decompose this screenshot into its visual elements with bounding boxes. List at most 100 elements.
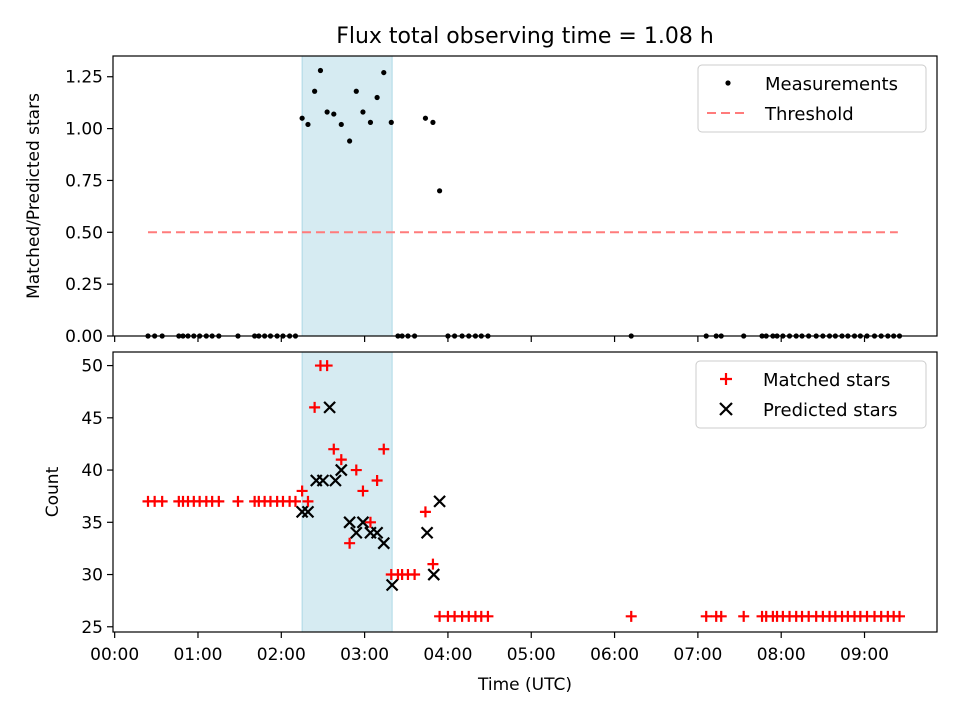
top-legend: Measurements Threshold	[697, 64, 927, 133]
predicted-star-point-6	[335, 463, 348, 477]
predicted-star-point-9	[356, 516, 370, 529]
measurement-point-40	[437, 188, 443, 194]
x-tick-label-5: 05:00	[507, 645, 556, 665]
matched-star-point-29	[357, 485, 369, 497]
predicted-star-point-5	[329, 474, 342, 487]
predicted-star-point-16	[433, 495, 446, 508]
bottom-shaded-span	[301, 351, 393, 633]
matched-star-point-11	[232, 495, 244, 507]
bottom-y-ticks: 25 30 35 40 45 50	[81, 357, 113, 638]
top-legend-box	[697, 64, 927, 133]
top-y-tick-label-3: 0.75	[65, 171, 103, 191]
top-y-tick-label-0: 0.00	[65, 327, 103, 347]
matched-star-point-25	[328, 443, 340, 455]
top-y-label: Matched/Predicted stars	[24, 93, 44, 299]
top-y-tick-label-5: 1.25	[65, 68, 103, 88]
measurement-point-39	[430, 119, 436, 125]
x-tick-label-7: 07:00	[673, 645, 722, 665]
matched-star-point-75	[894, 610, 906, 622]
matched-star-point-51	[715, 610, 727, 622]
measurement-point-27	[347, 138, 353, 144]
x-axis-label: Time (UTC)	[477, 675, 572, 695]
predicted-star-point-13	[385, 578, 399, 592]
matched-star-point-38	[419, 506, 431, 518]
x-tick-label-6: 06:00	[590, 645, 639, 665]
bottom-axes-frame	[112, 351, 938, 633]
top-y-ticks: 0.00 0.25 0.50 0.75 1.00 1.25	[65, 68, 113, 347]
matched-star-point-52	[738, 610, 750, 622]
top-y-tick-label-2: 0.50	[65, 223, 103, 243]
measurement-point-33	[388, 119, 394, 125]
bottom-y-tick-label-0: 25	[81, 618, 103, 638]
bottom-y-label: Count	[43, 466, 63, 517]
predicted-star-point-4	[323, 401, 336, 414]
bottom-x-ticks: 00:00 01:00 02:00 03:00 04:00 05:00 06:00 07:00…	[90, 632, 889, 665]
matched-star-point-19	[289, 495, 301, 507]
matched-star-point-39	[427, 558, 439, 570]
matched-star-point-22	[309, 401, 321, 413]
matched-star-point-30	[364, 516, 376, 528]
matched-star-point-48	[625, 610, 637, 622]
measurement-point-22	[312, 88, 318, 94]
measurement-point-28	[353, 88, 359, 94]
matched-star-point-10	[213, 495, 225, 507]
bottom-y-tick-label-1: 30	[81, 566, 103, 586]
matched-star-point-32	[378, 443, 390, 455]
legend-predicted-marker	[719, 402, 733, 416]
measurement-point-38	[422, 115, 429, 121]
measurement-point-21	[305, 121, 311, 128]
top-y-tick-label-4: 1.00	[65, 120, 103, 140]
top-shaded-span	[301, 55, 393, 337]
bottom-y-tick-label-2: 35	[81, 513, 103, 533]
measurement-point-29	[360, 109, 366, 115]
measurement-point-20	[299, 115, 305, 121]
matched-star-point-20	[296, 485, 308, 497]
x-tick-label-0: 00:00	[90, 645, 139, 665]
predicted-star-point-3	[316, 474, 330, 487]
predicted-star-point-8	[350, 526, 363, 540]
matched-star-point-2	[156, 495, 168, 507]
measurement-point-32	[381, 69, 387, 76]
bottom-y-tick-label-5: 50	[81, 357, 103, 377]
legend-measurements-label: Measurements	[765, 74, 898, 95]
matched-star-point-49	[700, 610, 712, 622]
matched-star-point-47	[482, 610, 494, 622]
matched-star-point-28	[350, 464, 362, 476]
measurement-point-26	[338, 121, 344, 128]
x-tick-label-1: 01:00	[173, 645, 222, 665]
x-tick-label-4: 04:00	[423, 645, 472, 665]
x-tick-label-3: 03:00	[340, 645, 389, 665]
x-tick-label-9: 09:00	[840, 645, 889, 665]
chart-title: Flux total observing time = 1.08 h	[336, 24, 714, 49]
measurement-point-31	[374, 94, 380, 101]
top-axes-frame	[112, 55, 938, 337]
predicted-star-point-7	[343, 516, 356, 529]
top-y-tick-label-1: 0.25	[65, 275, 103, 295]
legend-threshold-label: Threshold	[764, 104, 854, 125]
legend-matched-marker	[720, 373, 732, 385]
predicted-star-point-1	[301, 505, 315, 519]
matched-star-point-24	[321, 360, 333, 372]
measurement-point-25	[331, 111, 337, 117]
matched-star-point-26	[335, 454, 347, 466]
predicted-star-points	[295, 401, 446, 592]
legend-measurements-marker	[725, 80, 731, 86]
measurement-point-30	[367, 119, 374, 125]
matched-star-points	[142, 360, 906, 622]
x-tick-label-8: 08:00	[757, 645, 806, 665]
legend-matched-label: Matched stars	[763, 370, 890, 391]
bottom-panel: 25 30 35 40 45 50 00:00 01:00 02:00 03:00 04:00 05…	[43, 351, 938, 695]
bottom-legend-box	[695, 360, 927, 429]
legend-predicted-label: Predicted stars	[763, 400, 897, 421]
bottom-y-tick-label-4: 45	[81, 409, 103, 429]
bottom-legend: Matched stars Predicted stars	[695, 360, 927, 429]
predicted-star-point-14	[420, 526, 434, 540]
measurement-point-23	[317, 67, 324, 74]
measurement-point-24	[324, 109, 330, 115]
predicted-star-point-15	[427, 568, 441, 581]
matched-star-point-27	[344, 537, 356, 549]
matched-star-point-37	[409, 569, 421, 581]
predicted-star-point-12	[377, 536, 391, 550]
top-x-ticks	[114, 336, 866, 342]
